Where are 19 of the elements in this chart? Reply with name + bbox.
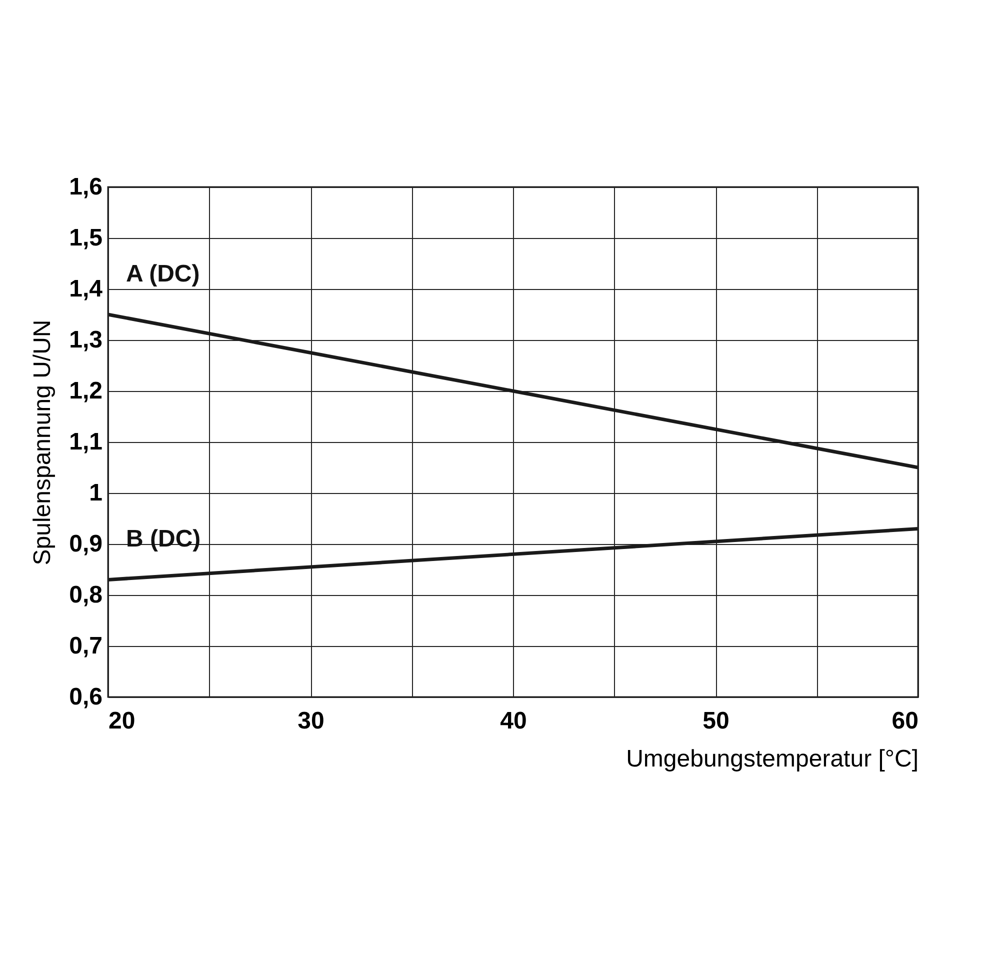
y-tick-label: 0,6 — [69, 684, 102, 710]
x-axis-title: Umgebungstemperatur [°C] — [626, 746, 918, 772]
y-tick-label: 1,5 — [69, 224, 102, 252]
y-axis-title: Spulenspannung U/UN — [29, 320, 56, 566]
x-tick-label: 20 — [108, 708, 136, 734]
x-tick-label: 60 — [892, 708, 918, 734]
x-tick-label: 40 — [500, 708, 527, 734]
y-tick-label: 0,9 — [69, 530, 102, 558]
y-tick-label: 1,1 — [69, 428, 102, 456]
x-tick-label: 50 — [702, 708, 730, 734]
y-tick-label: 1,2 — [69, 378, 102, 404]
x-tick-label: 30 — [298, 708, 324, 734]
y-tick-label: 0,8 — [69, 582, 102, 608]
y-tick-label: 1,6 — [69, 174, 102, 200]
y-tick-label: 0,7 — [69, 632, 102, 660]
series-label: A (DC) — [126, 260, 200, 288]
y-tick-label: 1 — [89, 480, 102, 506]
y-tick-label: 1,3 — [69, 326, 102, 354]
y-tick-label: 1,4 — [69, 276, 104, 302]
